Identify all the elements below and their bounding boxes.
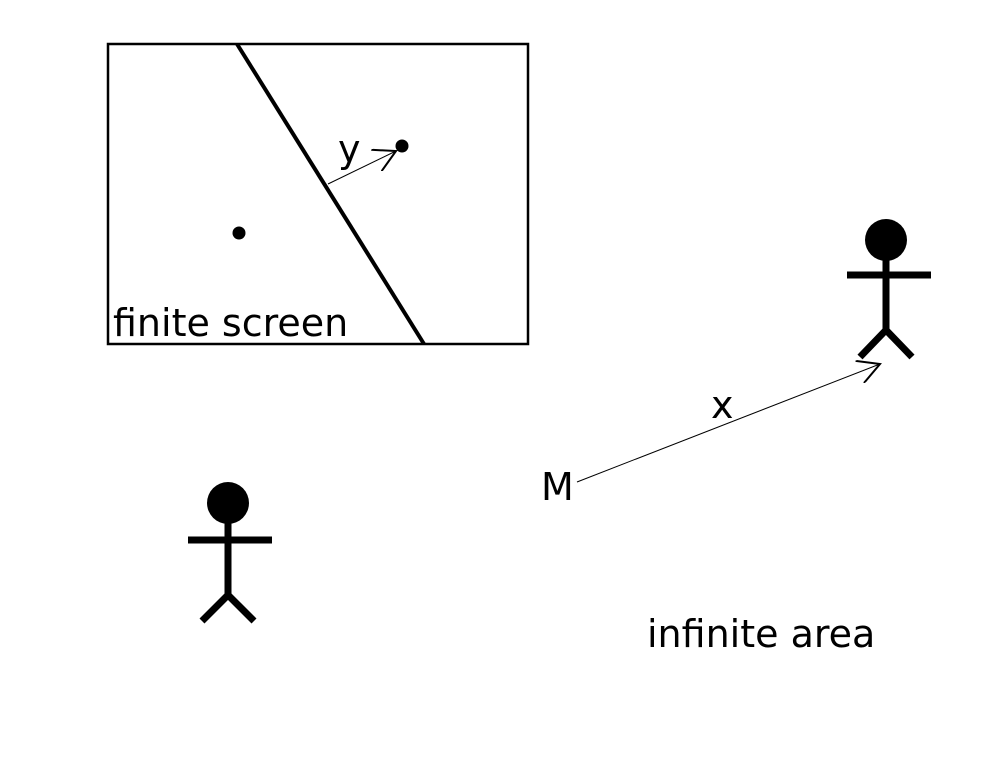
point-right <box>395 139 409 153</box>
finite-screen-label: finite screen <box>113 301 348 345</box>
stick-figure-icon <box>188 482 272 624</box>
vector-x-arrow <box>576 364 880 483</box>
vector-x-label: x <box>711 383 734 427</box>
finite-screen-frame <box>106 42 530 346</box>
point-left <box>232 226 246 240</box>
vector-y-arrow <box>327 151 396 185</box>
point-m-label: M <box>541 465 574 509</box>
screen-divider-line <box>235 42 426 346</box>
vector-y-label: y <box>338 127 361 171</box>
infinite-area-label: infinite area <box>647 612 875 656</box>
stick-figure-icon <box>847 219 931 360</box>
